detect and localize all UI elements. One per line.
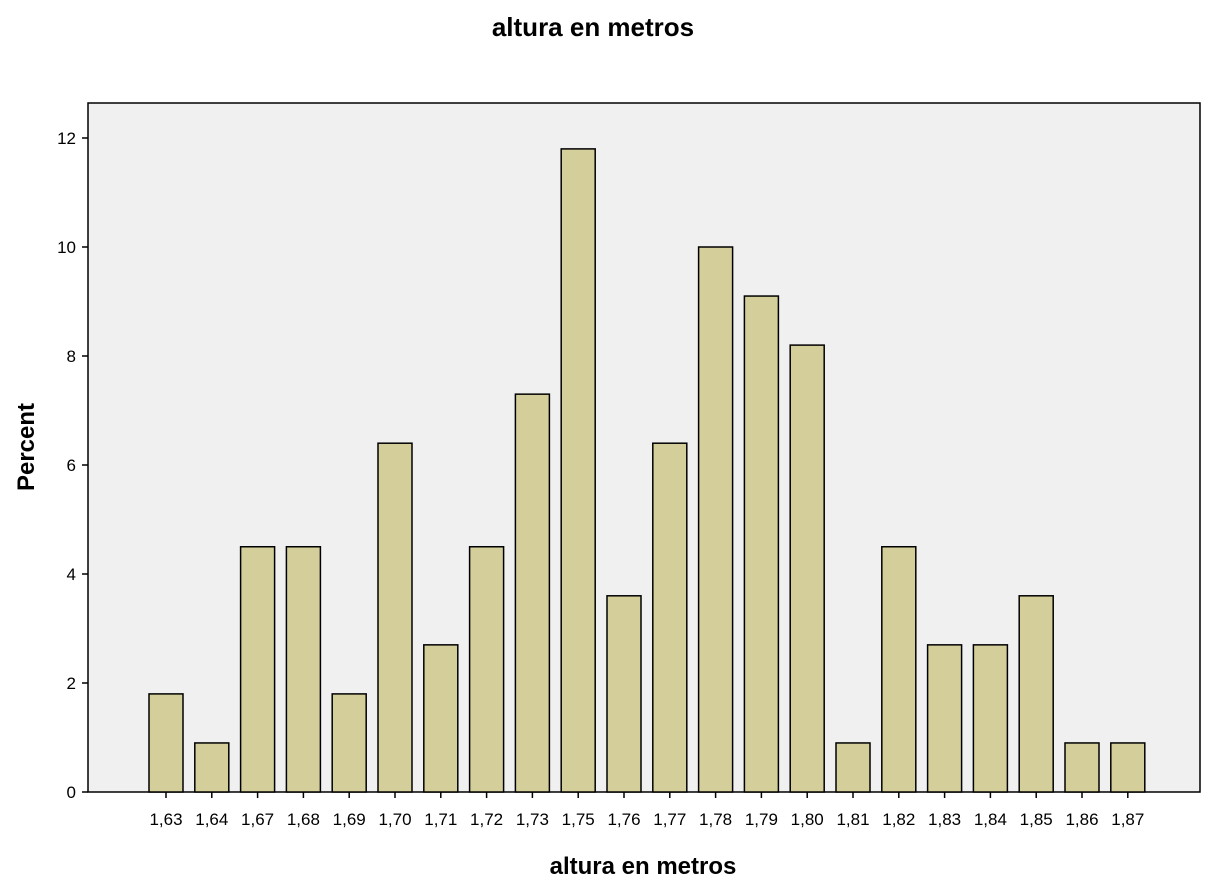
bar: [1018, 595, 1054, 793]
x-tick-label: 1,79: [745, 810, 778, 829]
x-tick-label: 1,82: [882, 810, 915, 829]
bar: [743, 295, 780, 793]
x-tick-label: 1,67: [241, 810, 274, 829]
x-tick-label: 1,76: [607, 810, 640, 829]
bar: [377, 442, 413, 793]
x-tick-label: 1,68: [287, 810, 320, 829]
bar: [881, 546, 917, 793]
y-tick-label: 2: [67, 674, 76, 693]
bar: [926, 644, 963, 793]
bar: [1064, 742, 1100, 793]
bar: [423, 644, 459, 793]
x-tick-label: 1,72: [470, 810, 503, 829]
bar: [835, 742, 871, 793]
y-tick-label: 0: [67, 783, 76, 802]
bar: [652, 442, 688, 793]
bar: [514, 393, 551, 793]
bar: [1110, 742, 1146, 793]
x-tick-label: 1,81: [836, 810, 869, 829]
y-axis: 0 2 4 6 8 10 12: [57, 129, 88, 802]
bar: [194, 742, 230, 793]
bar: [789, 344, 825, 793]
bar: [606, 595, 642, 793]
bars: [148, 148, 1146, 793]
bar: [285, 546, 322, 793]
x-tick-label: 1,63: [149, 810, 182, 829]
bar: [239, 546, 276, 793]
chart-title: altura en metros: [492, 12, 694, 42]
x-axis: 1,63 1,64 1,67 1,68 1,69 1,70 1,71 1,72 1,73 1,75…: [149, 792, 1144, 829]
x-tick-label: 1,83: [928, 810, 961, 829]
bar: [148, 693, 184, 793]
bar: [697, 246, 734, 793]
x-tick-label: 1,87: [1111, 810, 1144, 829]
x-tick-label: 1,85: [1020, 810, 1053, 829]
y-tick-label: 12: [57, 129, 76, 148]
y-tick-label: 4: [67, 565, 76, 584]
x-tick-label: 1,80: [791, 810, 824, 829]
bar: [972, 644, 1009, 793]
x-tick-label: 1,78: [699, 810, 732, 829]
x-tick-label: 1,84: [974, 810, 1007, 829]
x-tick-label: 1,75: [562, 810, 595, 829]
y-axis-title: Percent: [13, 403, 40, 491]
x-tick-label: 1,69: [333, 810, 366, 829]
bar: [560, 148, 596, 793]
y-tick-label: 6: [67, 456, 76, 475]
x-axis-title: altura en metros: [550, 853, 737, 880]
bar: [331, 693, 367, 793]
y-tick-label: 8: [67, 347, 76, 366]
x-tick-label: 1,70: [378, 810, 411, 829]
x-tick-label: 1,71: [424, 810, 457, 829]
x-tick-label: 1,77: [653, 810, 686, 829]
x-tick-label: 1,73: [516, 810, 549, 829]
y-tick-label: 10: [57, 238, 76, 257]
x-tick-label: 1,86: [1065, 810, 1098, 829]
bar: [468, 546, 505, 793]
x-tick-label: 1,64: [195, 810, 228, 829]
